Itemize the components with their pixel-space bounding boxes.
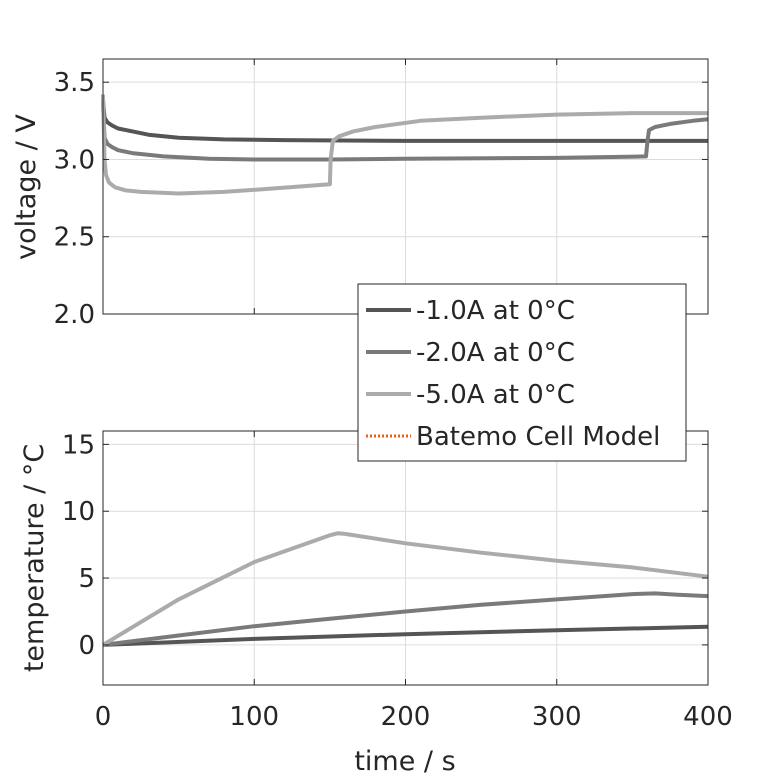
legend-label: -5.0A at 0°C [416, 380, 575, 410]
y-tick-label: 2.5 [54, 223, 95, 253]
y-tick-label: 0 [78, 631, 95, 661]
legend-box [357, 283, 687, 462]
y-tick-label: 2.0 [54, 300, 95, 330]
legend-label: -1.0A at 0°C [416, 296, 575, 326]
series-line [101, 100, 708, 143]
legend: -1.0A at 0°C -2.0A at 0°C -5.0A at 0°C Bate… [357, 283, 687, 462]
y-tick-label: 3.5 [54, 68, 95, 98]
legend-label: -2.0A at 0°C [416, 338, 575, 368]
x-axis-title: time / s [354, 746, 455, 777]
series-line [102, 591, 709, 647]
legend-label: Batemo Cell Model [416, 422, 660, 452]
temperature-y-axis-title: temperature / °C [19, 444, 50, 672]
y-tick-label: 15 [62, 430, 95, 460]
temperature-y-tick-labels: 0 5 10 15 [62, 430, 95, 661]
temperature-panel: 0 5 10 15 0 100 200 300 400 temperature / °C ti… [19, 430, 733, 777]
voltage-panel: 2.0 2.5 3.0 3.5 voltage / V [11, 58, 709, 330]
series-line [101, 94, 708, 196]
y-tick-label: 3.0 [54, 145, 95, 175]
x-tick-label: 0 [95, 702, 112, 732]
temperature-x-tick-labels: 0 100 200 300 400 [95, 702, 733, 732]
x-tick-label: 100 [229, 702, 279, 732]
voltage-y-tick-labels: 2.0 2.5 3.0 3.5 [54, 68, 95, 330]
x-tick-label: 300 [532, 702, 582, 732]
y-tick-label: 5 [78, 564, 95, 594]
temperature-series [101, 531, 709, 647]
voltage-y-axis-title: voltage / V [11, 114, 42, 260]
x-tick-label: 400 [683, 702, 733, 732]
series-line [101, 531, 709, 647]
series-line [102, 624, 709, 647]
voltage-series [101, 94, 709, 196]
x-tick-label: 200 [381, 702, 431, 732]
y-tick-label: 10 [62, 497, 95, 527]
